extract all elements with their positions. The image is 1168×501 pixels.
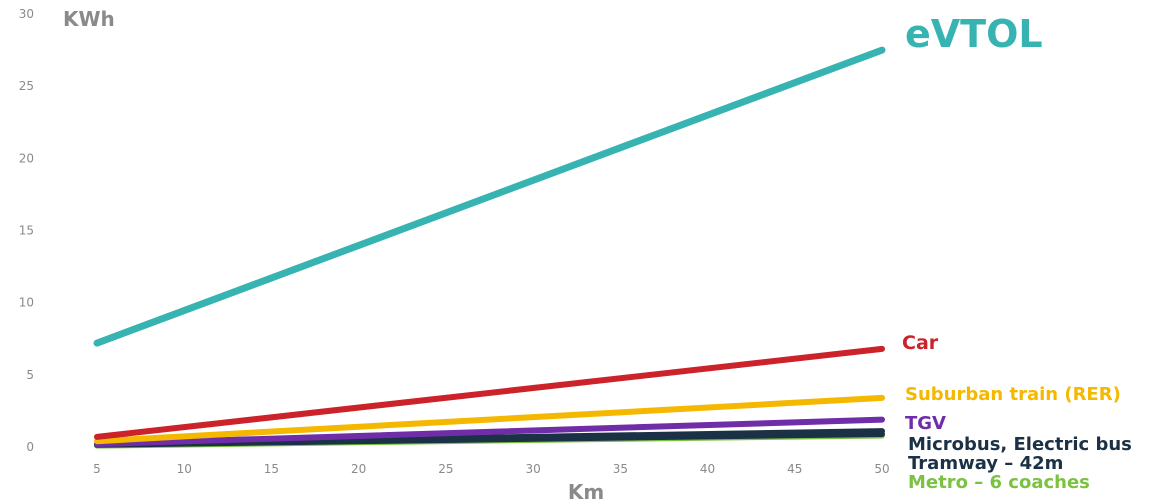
- x-tick-label: 50: [874, 462, 889, 476]
- series-line: [94, 394, 885, 445]
- x-tick-label: 20: [351, 462, 366, 476]
- series-label: Car: [902, 332, 939, 354]
- x-tick-label: 40: [700, 462, 715, 476]
- series-label: Metro – 6 coaches: [908, 472, 1090, 493]
- x-tick-label: 5: [93, 462, 101, 476]
- y-axis-title: KWh: [63, 7, 115, 31]
- series-label: Tramway – 42m: [908, 453, 1063, 474]
- series-line: [94, 416, 885, 448]
- y-axis-ticks: 0 5 10 15 20 25 30: [19, 7, 34, 454]
- x-tick-label: 35: [613, 462, 628, 476]
- y-tick-label: 0: [26, 440, 34, 454]
- series-line: [94, 345, 885, 440]
- series-label: TGV: [905, 413, 946, 434]
- y-tick-label: 15: [19, 224, 34, 238]
- series-labels: eVTOL Car Suburban train (RER) TGVMicrobus,…: [902, 12, 1132, 493]
- x-tick-label: 15: [264, 462, 279, 476]
- x-tick-label: 25: [438, 462, 453, 476]
- y-tick-label: 20: [19, 151, 34, 165]
- series-label: Microbus, Electric bus: [908, 434, 1132, 455]
- y-tick-label: 25: [19, 79, 34, 93]
- x-tick-label: 30: [525, 462, 540, 476]
- y-tick-label: 10: [19, 296, 34, 310]
- x-tick-label: 45: [787, 462, 802, 476]
- y-tick-label: 30: [19, 7, 34, 21]
- y-tick-label: 5: [26, 368, 34, 382]
- series-lines: [93, 46, 886, 449]
- series-label: Suburban train (RER): [905, 384, 1121, 405]
- x-axis-title: Km: [568, 480, 604, 501]
- x-tick-label: 10: [177, 462, 192, 476]
- series-label: eVTOL: [905, 12, 1043, 56]
- x-axis-ticks: 5 10 15 20 25 30 35 40 45 50: [93, 462, 889, 476]
- series-line: [93, 46, 886, 347]
